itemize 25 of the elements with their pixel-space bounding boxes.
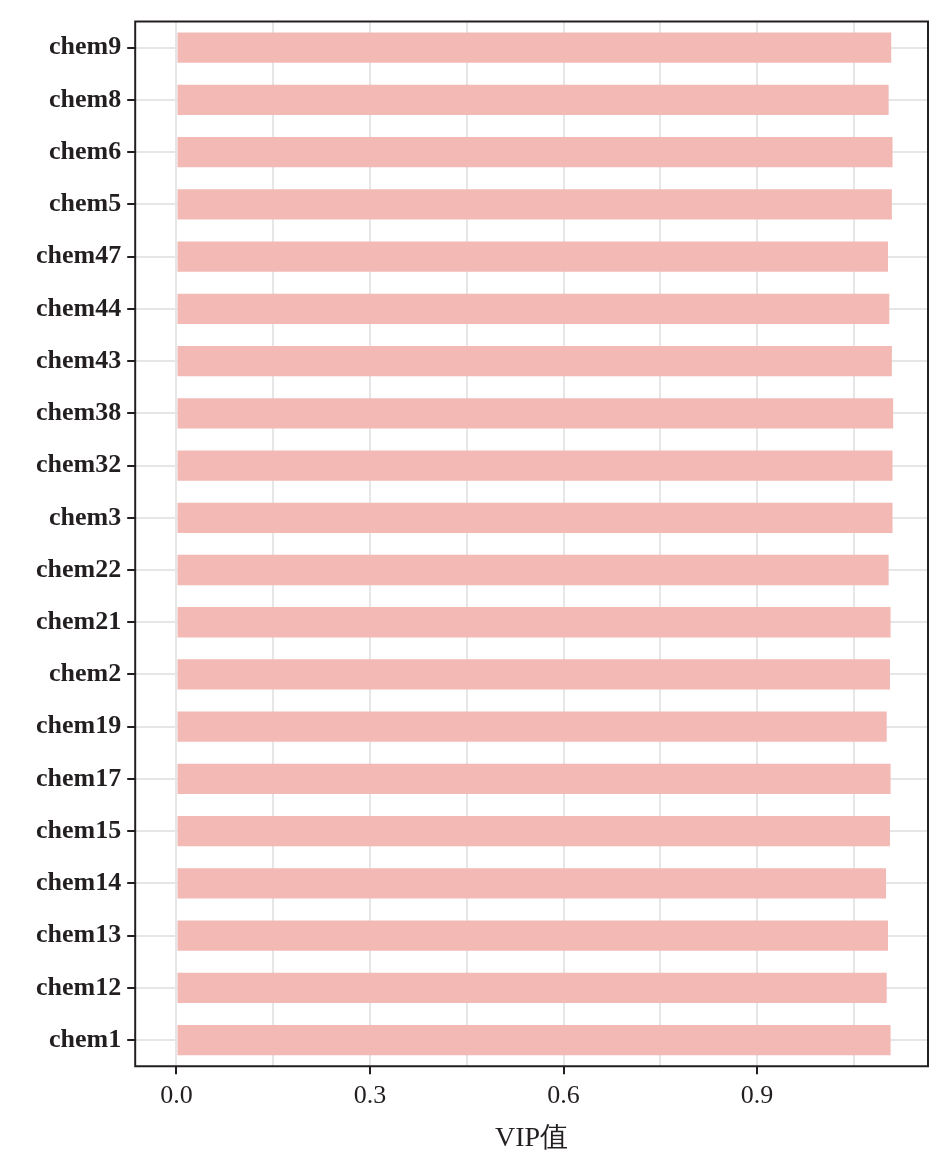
x-tick-label: 0.0 xyxy=(160,1079,193,1109)
y-tick-label: chem32 xyxy=(36,449,122,479)
y-tick-label: chem12 xyxy=(36,971,122,1001)
y-tick-label: chem14 xyxy=(36,867,122,897)
y-tick-label: chem22 xyxy=(36,553,122,583)
y-tick-label: chem21 xyxy=(36,605,122,635)
x-tick-label: 0.9 xyxy=(740,1079,774,1109)
x-tick-label: 0.3 xyxy=(353,1079,387,1109)
y-tick-label: chem6 xyxy=(49,135,122,165)
y-tick-label: chem43 xyxy=(36,344,122,374)
y-tick-label: chem9 xyxy=(49,31,122,61)
x-tick-label: 0.6 xyxy=(547,1079,580,1109)
y-tick-label: chem17 xyxy=(36,762,122,792)
y-tick-label: chem13 xyxy=(36,919,122,949)
y-tick-label: chem8 xyxy=(49,83,122,113)
y-tick-label: chem19 xyxy=(36,710,122,740)
y-tick-label: chem44 xyxy=(36,292,122,322)
y-tick-label: chem2 xyxy=(49,658,122,688)
y-tick-label: chem15 xyxy=(36,814,122,844)
x-axis-title: VIP值 xyxy=(495,1120,569,1152)
y-tick-label: chem5 xyxy=(49,188,122,218)
y-tick-label: chem3 xyxy=(49,501,122,531)
y-tick-label: chem1 xyxy=(49,1023,122,1053)
y-tick-label: chem47 xyxy=(36,240,122,270)
y-tick-label: chem38 xyxy=(36,397,122,427)
